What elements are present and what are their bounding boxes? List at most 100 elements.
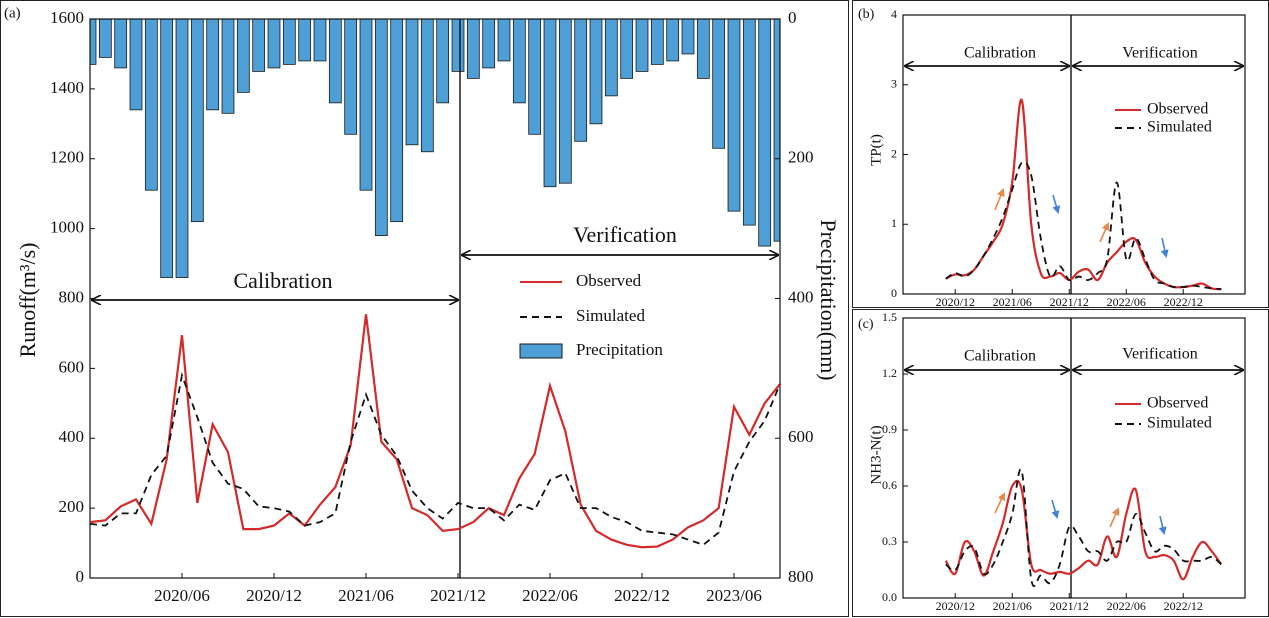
bar	[206, 18, 220, 111]
legend-label: Precipitation	[576, 340, 663, 359]
y2-tick-label: 600	[788, 427, 814, 446]
legend-label: Observed	[1147, 101, 1208, 118]
x-tick-label: 2022/06	[1107, 295, 1146, 309]
x-tick-label: 2021/12	[1050, 599, 1089, 613]
line	[944, 479, 1223, 581]
trend-arrow	[1051, 499, 1060, 519]
y-tick-label: 1400	[50, 78, 84, 97]
bar	[267, 18, 281, 69]
bar	[160, 18, 174, 278]
bar	[313, 18, 327, 62]
bar	[236, 18, 250, 93]
bar	[620, 18, 634, 79]
line	[89, 371, 781, 546]
y-tick-label: 1200	[50, 148, 84, 167]
bar	[589, 18, 603, 125]
line	[945, 468, 1222, 587]
bar	[282, 18, 296, 65]
x-tick-label: 2020/12	[246, 586, 302, 605]
y-axis-label: TP(t)	[868, 134, 884, 166]
trend-arrow	[1099, 222, 1110, 243]
bar	[344, 18, 358, 135]
trend-arrow	[1109, 507, 1120, 528]
trend-arrow	[1160, 237, 1169, 258]
period-label: Verification	[1122, 346, 1198, 363]
x-tick-label: 2020/12	[936, 599, 975, 613]
chart-panel: 0 1 2 3 4 2020/12 2021/06 2021/12 2022/06 2022/12…	[858, 7, 1246, 309]
bar	[712, 18, 726, 149]
y-tick-label: 0.0	[882, 590, 897, 604]
bar	[482, 18, 496, 69]
x-tick-label: 2021/12	[1050, 295, 1089, 309]
panel-frame	[852, 309, 1269, 617]
bar	[451, 18, 465, 72]
line	[945, 161, 1222, 291]
x-tick-label: 2020/12	[936, 295, 975, 309]
x-tick-label: 2020/06	[154, 586, 210, 605]
y-tick-label: 800	[59, 287, 85, 306]
x-tick-label: 2022/12	[614, 586, 670, 605]
bar	[114, 18, 128, 69]
y-tick-label: 1.2	[882, 366, 897, 380]
period-label: Calibration	[964, 45, 1036, 62]
y-tick-label: 1600	[50, 8, 84, 27]
bar	[98, 18, 112, 58]
y-tick-label: 4	[891, 7, 897, 21]
y-tick-label: 1000	[50, 218, 84, 237]
bar	[635, 18, 649, 72]
bar	[190, 18, 204, 223]
bar	[773, 18, 781, 242]
bar	[466, 18, 480, 79]
y2-tick-label: 200	[788, 148, 814, 167]
y-tick-label: 0	[891, 286, 897, 300]
period-label: Verification	[573, 222, 677, 247]
y-tick-label: 0	[76, 567, 85, 586]
bar	[390, 18, 404, 223]
y2-axis-label: Precipitation(mm)	[816, 219, 841, 380]
y-tick-label: 2	[891, 146, 897, 160]
bar	[604, 18, 618, 97]
bar	[666, 18, 680, 62]
period-label: Calibration	[234, 268, 333, 293]
trend-arrow	[994, 188, 1005, 211]
bar	[359, 18, 373, 191]
bar	[221, 18, 235, 114]
bar	[512, 18, 526, 104]
line	[89, 314, 781, 549]
bar	[252, 18, 266, 72]
period-label: Verification	[1122, 45, 1198, 62]
y-tick-label: 3	[891, 77, 897, 91]
x-tick-label: 2023/06	[706, 586, 762, 605]
legend-label: Simulated	[1147, 119, 1212, 136]
x-tick-label: 2021/06	[338, 586, 394, 605]
y2-tick-label: 0	[788, 8, 797, 27]
bar	[374, 18, 388, 237]
bar	[89, 18, 97, 65]
trend-arrow	[994, 492, 1006, 514]
legend-label: Simulated	[576, 306, 645, 325]
x-tick-label: 2021/06	[993, 295, 1032, 309]
bar	[574, 18, 588, 142]
y-tick-label: 0.6	[882, 478, 897, 492]
x-tick-label: 2022/12	[1164, 295, 1203, 309]
y-tick-label: 0.9	[882, 422, 897, 436]
plot-frame	[902, 317, 1246, 599]
bar	[528, 18, 542, 135]
legend-label: Simulated	[1147, 415, 1212, 432]
x-tick-label: 2021/12	[430, 586, 486, 605]
y-tick-label: 1.5	[882, 310, 897, 324]
panel-label: (b)	[858, 7, 875, 22]
y-tick-label: 1	[891, 216, 897, 230]
chart-panel: 0 200 400 600 800 1000 1200 1400 1600 0 200 400 600 8…	[4, 5, 841, 604]
bar	[681, 18, 695, 55]
y2-tick-label: 400	[788, 287, 814, 306]
bar	[328, 18, 342, 104]
y-axis-label: Runoff(m³/s)	[15, 243, 40, 358]
legend-label: Observed	[576, 271, 642, 290]
bar	[758, 18, 772, 247]
bar	[175, 18, 189, 278]
bar	[436, 18, 450, 104]
bar	[543, 18, 557, 188]
trend-arrow	[1052, 194, 1061, 214]
